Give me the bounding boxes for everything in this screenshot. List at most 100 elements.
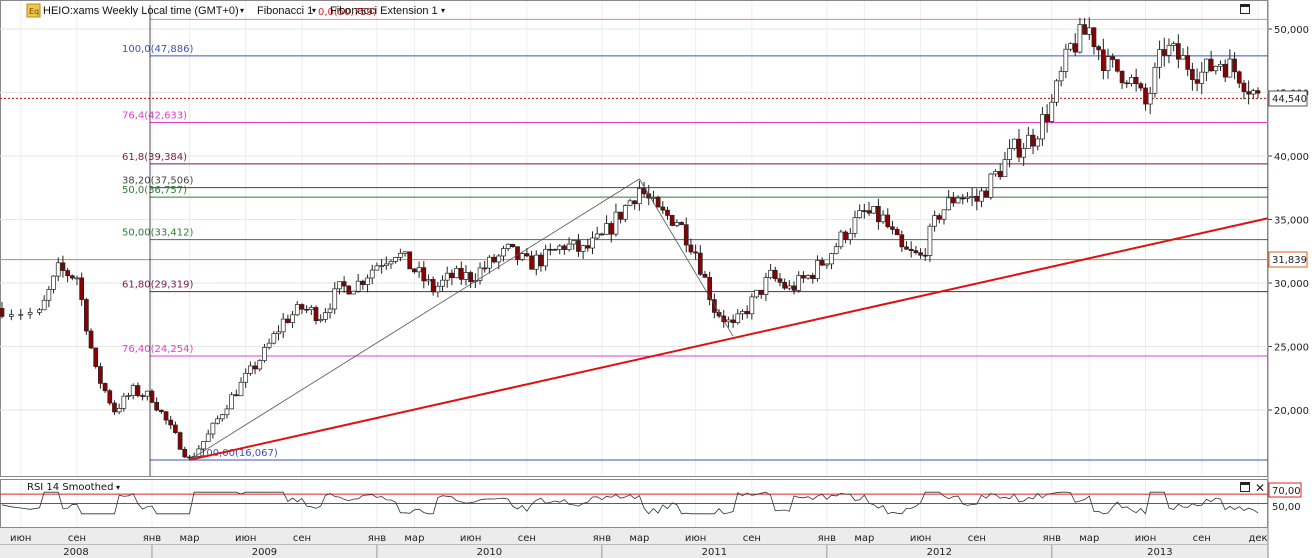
candle: [243, 372, 249, 383]
candle: [126, 395, 131, 397]
candle: [379, 265, 384, 268]
fib-swing-line[interactable]: [189, 178, 640, 461]
candle: [894, 229, 900, 236]
candle: [674, 222, 680, 226]
fib-level-label: 50,00(33,412): [122, 228, 194, 239]
time-axis: июн сен янв мар июн сен янв мар июн сен янв мар июн с…: [10, 533, 1268, 558]
fib-level-label: 38,20(37,506): [122, 176, 194, 187]
candle: [229, 394, 234, 410]
y-tick-label: 30,000: [1274, 279, 1309, 290]
dropdown-arrow-icon[interactable]: ▾: [441, 6, 445, 15]
candle: [1002, 159, 1008, 178]
candle: [1236, 71, 1242, 84]
candle: [482, 267, 488, 270]
fib-level-label: 61,8(39,384): [122, 152, 187, 163]
candle: [355, 280, 361, 292]
candle: [421, 267, 427, 282]
candle: [599, 233, 605, 236]
candle: [41, 299, 47, 311]
candle: [1058, 71, 1064, 82]
chart-header: Eq HEIO:xams Weekly Local time (GMT+0) ▾…: [26, 3, 1250, 18]
candle: [266, 342, 272, 348]
maximize-icon[interactable]: [1240, 4, 1250, 14]
study-fibonacci[interactable]: Fibonacci 1: [257, 5, 313, 17]
month-label: сен: [518, 533, 536, 544]
candle: [337, 281, 342, 290]
candle: [112, 402, 117, 413]
rsi-series: [0, 491, 1268, 515]
maximize-icon[interactable]: [1240, 482, 1250, 492]
trendline[interactable]: [189, 217, 1269, 461]
candle: [838, 231, 844, 248]
candle: [144, 390, 150, 397]
rsi-70-tag: [1268, 482, 1302, 498]
candle: [857, 210, 862, 218]
month-label: янв: [593, 533, 612, 544]
candle: [341, 281, 347, 287]
candle: [974, 195, 980, 202]
month-label: дек: [1248, 533, 1267, 544]
month-label: июн: [685, 533, 706, 544]
month-label: мар: [854, 533, 874, 544]
rsi-header: RSI 14 Smoothed ▾ ✕: [27, 481, 1265, 495]
candle: [552, 248, 558, 251]
candle: [786, 285, 792, 289]
fib-level-label: 100,0(47,886): [122, 44, 194, 55]
candle: [65, 270, 70, 277]
candle: [782, 281, 788, 289]
candle: [430, 279, 436, 293]
grid: [0, 1, 1268, 527]
candle: [290, 314, 295, 323]
candles: [0, 17, 1261, 461]
candle: [9, 314, 14, 317]
candle: [1068, 43, 1073, 50]
candle: [1091, 27, 1097, 47]
candle: [163, 411, 169, 421]
candle: [669, 215, 675, 226]
candle: [997, 171, 1003, 178]
candle: [688, 244, 694, 253]
month-label: июн: [910, 533, 931, 544]
candle: [1035, 138, 1041, 147]
candle: [1255, 90, 1261, 94]
month-label: июн: [460, 533, 481, 544]
candle: [866, 210, 872, 214]
fib-overlap-label: 0,0(50,759): [318, 7, 377, 18]
year-label: 2009: [252, 547, 277, 558]
candle: [79, 277, 85, 300]
fib-swing-line[interactable]: [639, 178, 734, 337]
eq-icon[interactable]: [26, 3, 41, 18]
month-label: сен: [293, 533, 311, 544]
dropdown-arrow-icon[interactable]: ▾: [312, 6, 316, 15]
candle: [102, 383, 108, 392]
dropdown-arrow-icon[interactable]: ▾: [240, 6, 244, 15]
candle: [1232, 58, 1237, 73]
candle: [796, 275, 802, 291]
rsi-title[interactable]: RSI 14 Smoothed: [27, 482, 113, 493]
candle: [299, 304, 305, 310]
year-label: 2012: [927, 547, 952, 558]
candle: [566, 243, 572, 250]
candle: [847, 232, 853, 240]
candle: [604, 223, 609, 235]
candle: [885, 214, 891, 228]
symbol-title[interactable]: HEIO:xams Weekly Local time (GMT+0): [43, 5, 239, 17]
candle: [0, 308, 5, 317]
fib-level-label: 50,0(36,757): [122, 185, 187, 196]
candle: [369, 269, 375, 279]
candle: [187, 456, 192, 459]
month-label: мар: [179, 533, 199, 544]
candle: [210, 422, 216, 435]
study-fibonacci-extension[interactable]: Fibonacci Extension 1: [330, 5, 438, 17]
candle: [510, 243, 516, 248]
trend-price-tag-text: 31,839: [1272, 255, 1307, 266]
candle: [880, 214, 886, 223]
candle: [833, 246, 839, 254]
time-axis-panel: [0, 528, 1268, 558]
candle: [215, 418, 220, 424]
candle: [1157, 49, 1162, 68]
candle: [1199, 71, 1205, 84]
close-icon[interactable]: ✕: [1255, 481, 1265, 495]
dropdown-arrow-icon[interactable]: ▾: [116, 483, 120, 492]
